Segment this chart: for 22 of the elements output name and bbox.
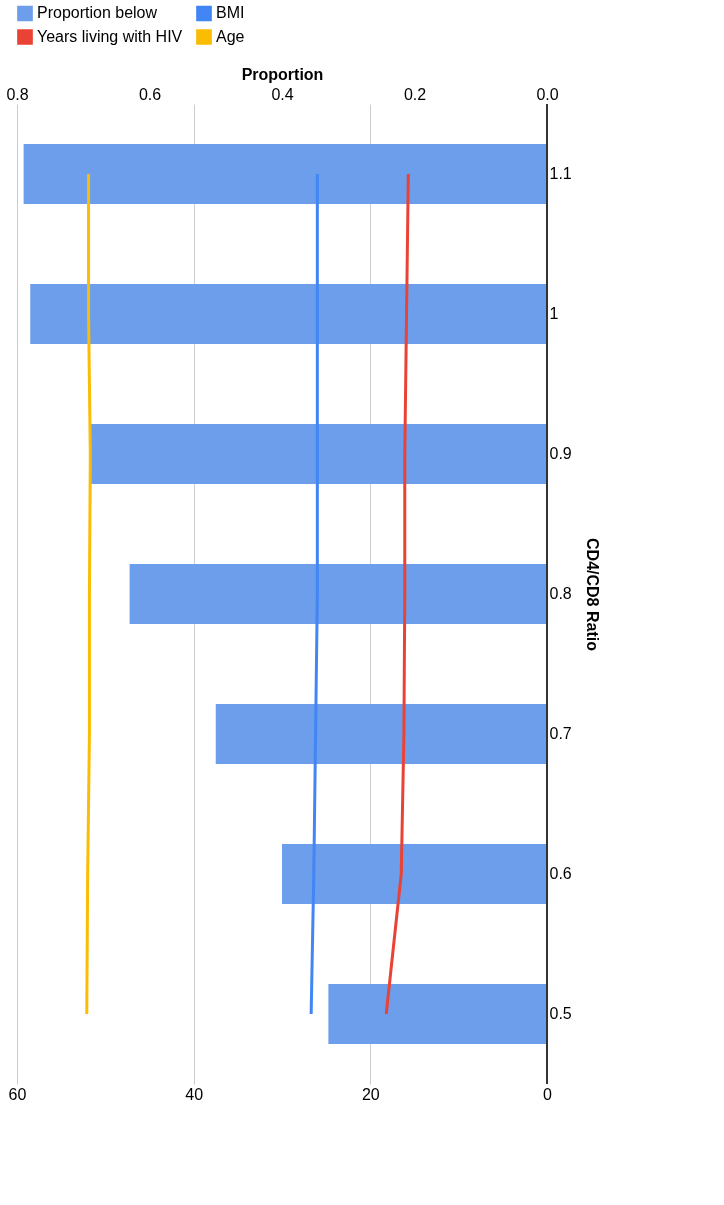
x-tick-label: 0	[543, 1085, 553, 1103]
x2-tick-label: 0.0	[536, 85, 559, 103]
y-tick-label: 0.9	[549, 445, 572, 462]
y-tick-label: 0.8	[549, 585, 572, 602]
x-tick-label: 40	[185, 1085, 204, 1103]
x-tick-label: 60	[8, 1085, 27, 1103]
legend-label: BMI	[216, 4, 245, 22]
x2-tick-label: 0.6	[138, 85, 162, 103]
y-tick-label: 1	[549, 305, 559, 322]
x2-tick-label: 0.2	[403, 85, 427, 103]
x2-tick-label: 0.4	[271, 85, 294, 103]
y-tick-label: 1.1	[549, 165, 572, 182]
y-axis-title: CD4/CD8 Ratio	[583, 538, 601, 652]
legend-label: Age	[216, 28, 245, 45]
x2-axis-title: Proportion	[241, 65, 324, 83]
legend-label: Proportion below	[37, 4, 158, 22]
x-tick-label: 20	[361, 1085, 380, 1103]
y-tick-label: 0.5	[549, 1005, 572, 1022]
y-tick-label: 0.7	[549, 725, 572, 742]
y-tick-label: 0.6	[549, 865, 572, 882]
legend-label: Years living with HIV	[37, 28, 183, 45]
x2-tick-label: 0.8	[6, 85, 29, 103]
